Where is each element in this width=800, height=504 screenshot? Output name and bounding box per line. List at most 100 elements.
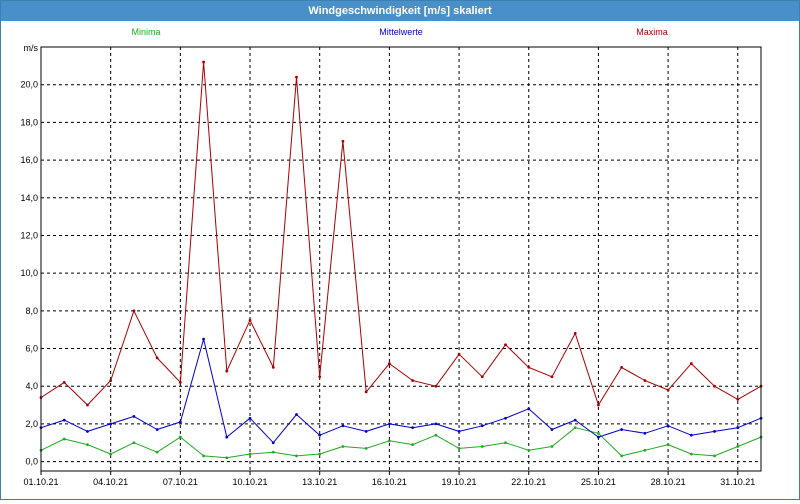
data-point-maxima (86, 403, 89, 407)
data-point-minima (689, 452, 693, 456)
data-point-minima (457, 446, 461, 450)
data-point-mittelwerte (364, 430, 368, 433)
data-point-maxima (689, 362, 693, 365)
y-tick-label: 20,0 (20, 80, 38, 90)
y-tick-label: 6,0 (25, 344, 38, 354)
data-point-minima (713, 454, 716, 458)
data-point-maxima (132, 309, 136, 313)
y-tick-label: 12,0 (20, 230, 38, 240)
x-tick-label: 13.10.21 (302, 477, 337, 487)
data-point-mittelwerte (86, 430, 89, 433)
data-point-mittelwerte (178, 420, 182, 424)
data-point-minima (202, 454, 205, 458)
x-tick-label: 04.10.21 (93, 477, 128, 487)
data-point-mittelwerte (318, 433, 322, 437)
y-tick-label: 0,0 (25, 457, 38, 467)
data-point-minima (271, 450, 275, 454)
legend-entry-mittelwerte: Mittelwerte (379, 27, 423, 37)
data-point-minima (504, 441, 507, 445)
data-point-minima (155, 450, 159, 454)
data-point-minima (411, 443, 415, 447)
data-point-mittelwerte (341, 424, 345, 428)
data-point-maxima (318, 375, 322, 379)
data-point-mittelwerte (666, 424, 670, 428)
data-point-mittelwerte (597, 435, 600, 439)
data-point-maxima (178, 381, 182, 384)
data-point-maxima (411, 379, 415, 382)
series-line-maxima (40, 61, 762, 406)
data-point-maxima (504, 343, 507, 347)
data-point-mittelwerte (225, 435, 229, 439)
data-point-mittelwerte (62, 418, 66, 422)
legend-entry-minima: Minima (131, 27, 160, 37)
data-point-mittelwerte (457, 430, 461, 433)
data-point-maxima (109, 379, 113, 382)
data-point-maxima (643, 379, 647, 382)
x-tick-label: 22.10.21 (511, 477, 546, 487)
data-point-minima (132, 441, 136, 445)
axes: 0,0 2,0 4,0 6,0 8,0 10,0 12,0 14,0 16,0 18,0 20,0 m… (20, 43, 755, 487)
data-point-maxima (573, 332, 577, 335)
data-point-mittelwerte (736, 426, 740, 430)
data-point-minima (86, 443, 89, 447)
data-point-minima (573, 426, 577, 430)
data-point-maxima (666, 388, 670, 392)
data-point-minima (480, 445, 484, 448)
wind-speed-chart: 0,0 2,0 4,0 6,0 8,0 10,0 12,0 14,0 16,0 18,0 20,0 m… (20, 27, 763, 487)
data-point-minima (341, 445, 345, 448)
y-tick-label: 18,0 (20, 117, 38, 127)
data-point-minima (597, 431, 600, 435)
data-point-maxima (550, 375, 554, 379)
data-point-minima (620, 454, 624, 458)
data-point-mittelwerte (132, 414, 136, 418)
data-point-mittelwerte (387, 422, 391, 426)
y-tick-label: 16,0 (20, 155, 38, 165)
data-point-mittelwerte (411, 426, 415, 430)
series-line-minima (40, 427, 762, 459)
data-point-mittelwerte (434, 422, 438, 426)
data-point-minima (178, 435, 182, 439)
data-point-maxima (155, 356, 159, 360)
data-point-maxima (597, 403, 600, 407)
plot-border (40, 46, 762, 472)
data-point-mittelwerte (643, 431, 647, 435)
y-tick-label: 2,0 (25, 419, 38, 429)
legend-entry-maxima: Maxima (636, 27, 668, 37)
y-tick-label: 14,0 (20, 193, 38, 203)
data-point-maxima (480, 375, 484, 379)
data-point-maxima (620, 365, 624, 369)
data-point-minima (550, 445, 554, 448)
data-point-mittelwerte (480, 424, 484, 428)
x-tick-label: 07.10.21 (163, 477, 198, 487)
series-line-mittelwerte (40, 338, 762, 444)
data-point-mittelwerte (504, 416, 507, 420)
data-point-maxima (457, 352, 461, 356)
data-point-maxima (387, 362, 391, 365)
data-point-mittelwerte (620, 428, 624, 431)
data-point-mittelwerte (248, 416, 252, 420)
data-point-mittelwerte (109, 422, 113, 426)
data-point-maxima (341, 139, 345, 143)
data-point-mittelwerte (550, 428, 554, 431)
x-tick-label: 19.10.21 (442, 477, 477, 487)
x-tick-label: 25.10.21 (581, 477, 616, 487)
x-tick-label: 10.10.21 (233, 477, 268, 487)
window-title: Windgeschwindigkeit [m/s] skaliert (1, 1, 799, 21)
data-point-mittelwerte (527, 407, 531, 411)
legend: Minima Mittelwerte Maxima (131, 27, 667, 37)
data-point-minima (736, 445, 740, 448)
data-point-maxima (225, 369, 229, 373)
data-point-minima (666, 443, 670, 447)
data-point-mittelwerte (573, 418, 577, 422)
data-point-mittelwerte (295, 413, 298, 416)
data-point-maxima (248, 318, 252, 322)
data-point-mittelwerte (271, 441, 275, 445)
data-point-minima (109, 452, 113, 456)
data-point-mittelwerte (713, 430, 716, 433)
data-point-maxima (271, 365, 275, 369)
chart-area: 0,0 2,0 4,0 6,0 8,0 10,0 12,0 14,0 16,0 18,0 20,0 m… (1, 21, 799, 499)
y-tick-label: 10,0 (20, 268, 38, 278)
data-point-maxima (364, 390, 368, 394)
data-point-maxima (62, 381, 66, 384)
